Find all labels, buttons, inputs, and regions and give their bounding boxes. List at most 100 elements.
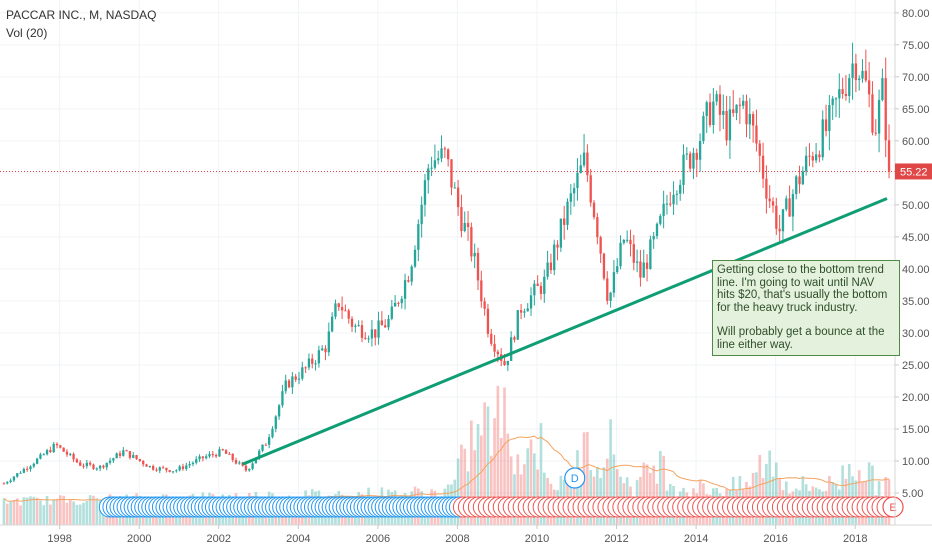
price-axis[interactable]: 5.00 10.00 15.00 20.00 25.00 30.00 35.00 40.00 4…: [895, 8, 930, 500]
candle-body: [294, 376, 297, 380]
candle-body: [188, 464, 191, 466]
candle-body: [844, 93, 848, 96]
candle-body: [287, 380, 291, 388]
candle-body: [616, 266, 619, 273]
candle-body: [98, 465, 102, 469]
candle-body: [115, 453, 118, 459]
volume-bar: [768, 450, 772, 525]
candle-body: [135, 455, 138, 460]
candle-body: [854, 63, 858, 81]
candle-body: [814, 154, 818, 161]
candle-body: [781, 209, 785, 232]
candle-body: [732, 109, 735, 114]
candle-body: [824, 119, 828, 132]
volume-bar: [479, 435, 483, 525]
candle-body: [798, 176, 801, 185]
candle-body: [725, 110, 728, 141]
candle-body: [626, 239, 629, 241]
candle-body: [801, 171, 805, 185]
candle-body: [158, 467, 161, 471]
candle-body: [52, 443, 55, 453]
annotation-note[interactable]: Getting close to the bottom trend line. …: [712, 260, 900, 356]
candle-body: [549, 262, 553, 271]
price-tick-label: 5.00: [902, 488, 923, 500]
volume-bar: [98, 500, 102, 525]
candle-body: [374, 329, 377, 338]
candle-body: [841, 89, 844, 94]
trend-line[interactable]: [242, 197, 888, 466]
candle-body: [440, 148, 443, 159]
candle-body: [877, 99, 881, 134]
candle-body: [274, 416, 277, 429]
candle-body: [632, 244, 635, 263]
time-tick-label: 2000: [127, 533, 151, 545]
price-tick-label: 45.00: [902, 232, 930, 244]
candle-body: [234, 460, 238, 464]
volume-bar: [39, 500, 42, 525]
candle-body: [29, 466, 32, 470]
candle-body: [407, 280, 410, 282]
volume-bar: [645, 464, 649, 525]
candle-body: [35, 458, 39, 464]
candle-body: [377, 320, 380, 338]
time-axis[interactable]: 1998 2000 2002 2004 2006 2008 2010 2012 2014 2016…: [47, 525, 867, 545]
candle-body: [609, 292, 612, 301]
candle-body: [357, 325, 360, 327]
candle-body: [69, 453, 72, 455]
candle-body: [321, 348, 324, 351]
candle-body: [775, 205, 778, 229]
volume-bar: [59, 495, 62, 525]
volume-bar: [42, 505, 46, 525]
candle-body: [75, 459, 79, 463]
volume-bar: [612, 454, 616, 525]
candle-body: [443, 148, 447, 150]
candle-body: [370, 329, 374, 339]
volume-bar: [463, 448, 467, 525]
candle-body: [566, 201, 569, 225]
candle-body: [181, 466, 185, 469]
candle-body: [874, 132, 877, 134]
candle-body: [805, 155, 808, 172]
candle-body: [390, 306, 393, 319]
candle-body: [675, 193, 679, 195]
candle-body: [393, 302, 397, 307]
price-tick-label: 10.00: [902, 456, 930, 468]
event-markers[interactable]: DE: [98, 467, 904, 518]
candle-body: [122, 450, 125, 456]
candle-body: [82, 465, 85, 467]
candle-body: [108, 460, 112, 463]
candle-body: [102, 465, 105, 468]
volume-bar: [523, 464, 526, 525]
price-tick-label: 40.00: [902, 264, 930, 276]
candle-body: [516, 310, 519, 340]
candle-body: [417, 224, 420, 250]
candle-body: [509, 337, 513, 361]
candle-body: [791, 194, 795, 217]
candle-body: [16, 473, 19, 477]
price-tick-label: 75.00: [902, 40, 930, 52]
candle-body: [808, 155, 811, 157]
candle-body: [635, 261, 639, 263]
candle-body: [221, 449, 224, 451]
candle-body: [327, 331, 330, 353]
candle-body: [297, 378, 301, 380]
candle-body: [572, 188, 576, 194]
candle-body: [244, 465, 248, 471]
volume-bar: [642, 462, 646, 525]
candle-body: [165, 467, 168, 471]
candle-body: [238, 462, 241, 464]
candle-body: [334, 303, 337, 317]
volume-indicator-label[interactable]: Vol (20): [6, 26, 48, 40]
candles: [2, 42, 891, 485]
candle-body: [314, 363, 317, 365]
candle-body: [682, 154, 685, 185]
candle-body: [261, 444, 264, 451]
candle-body: [79, 462, 82, 466]
candle-body: [45, 450, 49, 455]
volume-bar: [62, 495, 65, 525]
candle-body: [662, 203, 665, 216]
last-price-text: 55.22: [900, 166, 928, 178]
candle-body: [92, 464, 95, 469]
symbol-title: PACCAR INC., M, NASDAQ: [6, 8, 157, 22]
